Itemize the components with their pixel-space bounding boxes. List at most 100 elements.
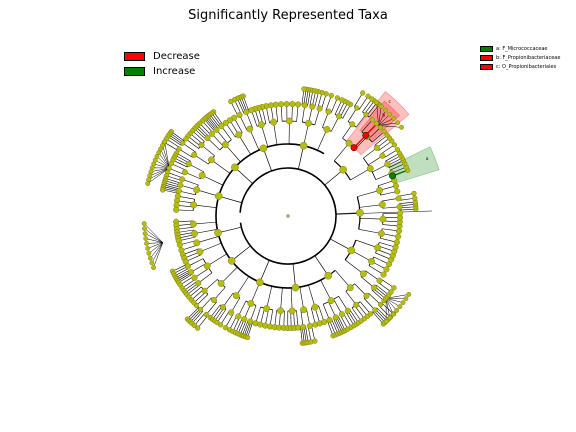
taxon-node-l5 [367, 311, 374, 317]
taxon-node-l4 [353, 301, 360, 308]
fan-branch [162, 145, 170, 169]
fan-leaf-node [147, 173, 153, 179]
taxon-node-l5 [381, 129, 387, 135]
taxon-node-l4 [210, 297, 217, 304]
clade-legend-b: b: F_Propionibacteriaceae [480, 53, 560, 62]
branch-l5 [166, 138, 181, 148]
branch-l2 [196, 189, 219, 197]
branch-l4 [206, 301, 217, 315]
branch-l4 [192, 130, 205, 142]
branch-l4 [194, 128, 207, 140]
ring-inner-arc [239, 167, 337, 265]
taxon-node-l3 [277, 307, 284, 315]
taxon-node-l3 [311, 303, 319, 311]
clade-a-swatch [480, 45, 493, 52]
fan-branch [147, 167, 170, 184]
taxon-node-l4 [184, 263, 191, 270]
taxon-node-l4 [208, 130, 215, 137]
branch-l5 [366, 102, 378, 116]
branch-l4 [330, 97, 338, 113]
branch-l4 [363, 298, 376, 311]
branch-l4 [209, 114, 220, 128]
taxon-node-l4 [243, 109, 250, 116]
taxon-node-l5 [394, 146, 401, 153]
branch-l2 [202, 175, 224, 186]
taxon-node-l3 [235, 131, 243, 139]
branch-l2 [303, 123, 309, 146]
taxon-node-l5 [176, 146, 182, 152]
taxon-node-l5 [369, 117, 375, 123]
branch-l4 [242, 95, 250, 112]
taxon-node-l5 [339, 97, 345, 103]
branch-l5 [375, 309, 387, 322]
taxon-node-l5 [198, 306, 204, 313]
fan-leaf-node [142, 226, 147, 231]
major-branch [330, 238, 352, 251]
branch-l4 [351, 307, 362, 322]
fan-branch [385, 298, 394, 315]
fan-leaf-node [387, 111, 393, 117]
clade-b-node [362, 131, 370, 139]
fan-leaf-node [147, 255, 153, 261]
branch-l2 [344, 259, 364, 275]
branch-l2 [211, 159, 231, 174]
taxon-node-l5 [222, 325, 229, 331]
taxon-node-l2 [347, 246, 356, 255]
legend-decrease: Decrease [124, 51, 200, 62]
taxon-node-l3 [366, 165, 374, 172]
branch-l4 [189, 133, 203, 145]
taxon-node-l3 [247, 300, 255, 307]
taxon-node-l3 [323, 125, 331, 133]
legend-decrease-swatch [124, 52, 145, 61]
taxon-node-l2 [299, 141, 308, 150]
fan-branch [153, 242, 164, 268]
branch-l4 [347, 107, 358, 122]
taxon-node-l4 [396, 203, 403, 210]
fan-leaf-node [397, 304, 403, 310]
taxon-node-l4 [177, 182, 184, 189]
taxon-node-l4 [295, 101, 302, 108]
taxon-node-l4 [228, 309, 235, 316]
branch-l2 [194, 228, 218, 234]
branch-l4 [385, 152, 400, 162]
fan-leaf-node [391, 116, 397, 121]
branch-l4 [220, 311, 230, 326]
branch-l5 [197, 315, 208, 329]
branch-l2 [335, 270, 351, 288]
branch-l4 [162, 189, 179, 194]
taxon-node-l2 [214, 229, 222, 237]
taxon-node-l3 [189, 220, 197, 228]
taxon-node-l5 [203, 311, 209, 318]
taxon-node-l4 [173, 206, 180, 213]
taxon-node-l4 [176, 241, 183, 248]
branch-l4 [202, 120, 214, 134]
taxon-node-l3 [193, 239, 201, 247]
taxon-node-l4 [326, 317, 333, 324]
taxon-node-l4 [309, 103, 316, 110]
taxon-node-l4 [335, 113, 342, 120]
branch-l4 [359, 301, 371, 315]
taxon-node-l4 [181, 169, 188, 176]
branch-l4 [311, 325, 316, 342]
branch-l4 [187, 135, 201, 147]
taxon-node-l5 [328, 92, 334, 99]
branch-l4 [349, 309, 359, 324]
branch-l2 [220, 266, 238, 284]
fan-leaf-node [144, 241, 150, 246]
taxon-node-l3 [270, 118, 277, 126]
branch-l4 [333, 318, 341, 334]
taxon-node-l5 [193, 302, 200, 309]
branch-l4 [399, 201, 416, 204]
taxon-node-l5 [334, 95, 341, 101]
fan-branch [151, 242, 164, 264]
branch-l4 [176, 152, 191, 162]
branch-l2 [249, 128, 260, 151]
taxon-node-l4 [384, 161, 391, 168]
taxon-node-l4 [219, 304, 226, 311]
taxon-node-l5 [391, 142, 398, 148]
branch-l4 [383, 149, 398, 159]
taxon-node-l3 [196, 248, 204, 256]
fan-leaf-node [399, 124, 404, 130]
taxon-node-l3 [193, 186, 201, 194]
